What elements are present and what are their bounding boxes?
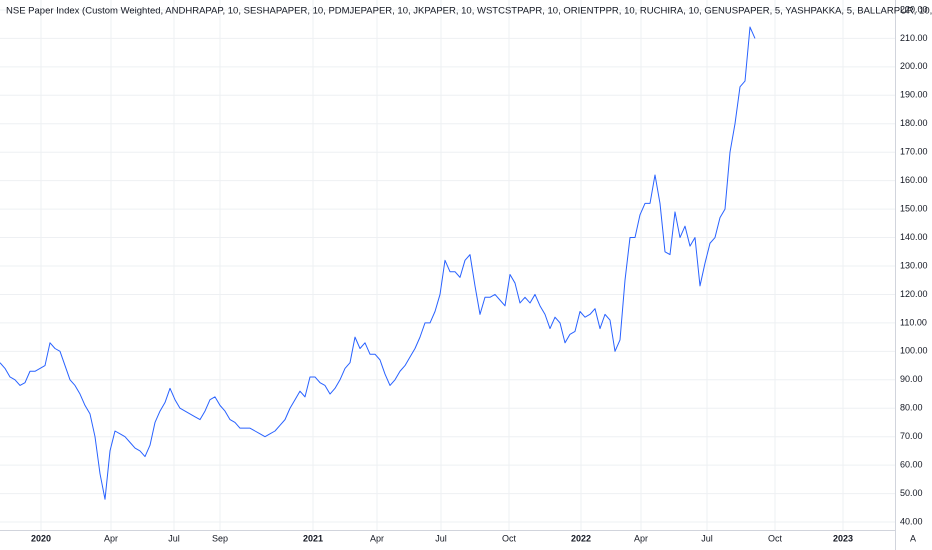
- y-tick-label: 160.00: [900, 175, 928, 185]
- x-tick-label: Oct: [768, 533, 783, 543]
- x-tick-label: Apr: [370, 533, 384, 543]
- y-tick-label: 50.00: [900, 488, 923, 498]
- auto-scale-button[interactable]: A: [910, 533, 916, 543]
- y-tick-label: 110.00: [900, 317, 927, 327]
- y-tick-label: 140.00: [900, 232, 928, 242]
- y-tick-label: 100.00: [900, 346, 928, 356]
- x-tick-label: Jul: [168, 533, 180, 543]
- y-tick-label: 220.00: [900, 4, 928, 14]
- chart-title: NSE Paper Index (Custom Weighted, ANDHRA…: [6, 6, 932, 17]
- y-tick-label: 190.00: [900, 90, 928, 100]
- x-tick-label: 2022: [571, 533, 591, 543]
- grid: [0, 0, 895, 530]
- y-tick-label: 80.00: [900, 403, 923, 413]
- x-tick-label: Jul: [435, 533, 447, 543]
- x-tick-label: Oct: [502, 533, 517, 543]
- x-tick-label: Apr: [104, 533, 118, 543]
- x-tick-label: Jul: [701, 533, 713, 543]
- x-tick-label: 2021: [303, 533, 323, 543]
- y-tick-label: 60.00: [900, 460, 923, 470]
- x-tick-label: 2020: [31, 533, 51, 543]
- y-tick-label: 200.00: [900, 61, 928, 71]
- x-tick-label: 2023: [833, 533, 853, 543]
- y-tick-label: 90.00: [900, 374, 923, 384]
- x-tick-label: Apr: [634, 533, 648, 543]
- x-tick-label: Sep: [212, 533, 228, 543]
- y-tick-label: 150.00: [900, 203, 928, 213]
- price-line: [0, 26, 756, 500]
- y-tick-label: 170.00: [900, 147, 928, 157]
- y-tick-label: 70.00: [900, 431, 923, 441]
- y-tick-label: 120.00: [900, 289, 928, 299]
- y-tick-label: 210.00: [900, 33, 928, 43]
- y-tick-label: 130.00: [900, 260, 928, 270]
- y-tick-label: 40.00: [900, 516, 923, 526]
- y-tick-label: 180.00: [900, 118, 928, 128]
